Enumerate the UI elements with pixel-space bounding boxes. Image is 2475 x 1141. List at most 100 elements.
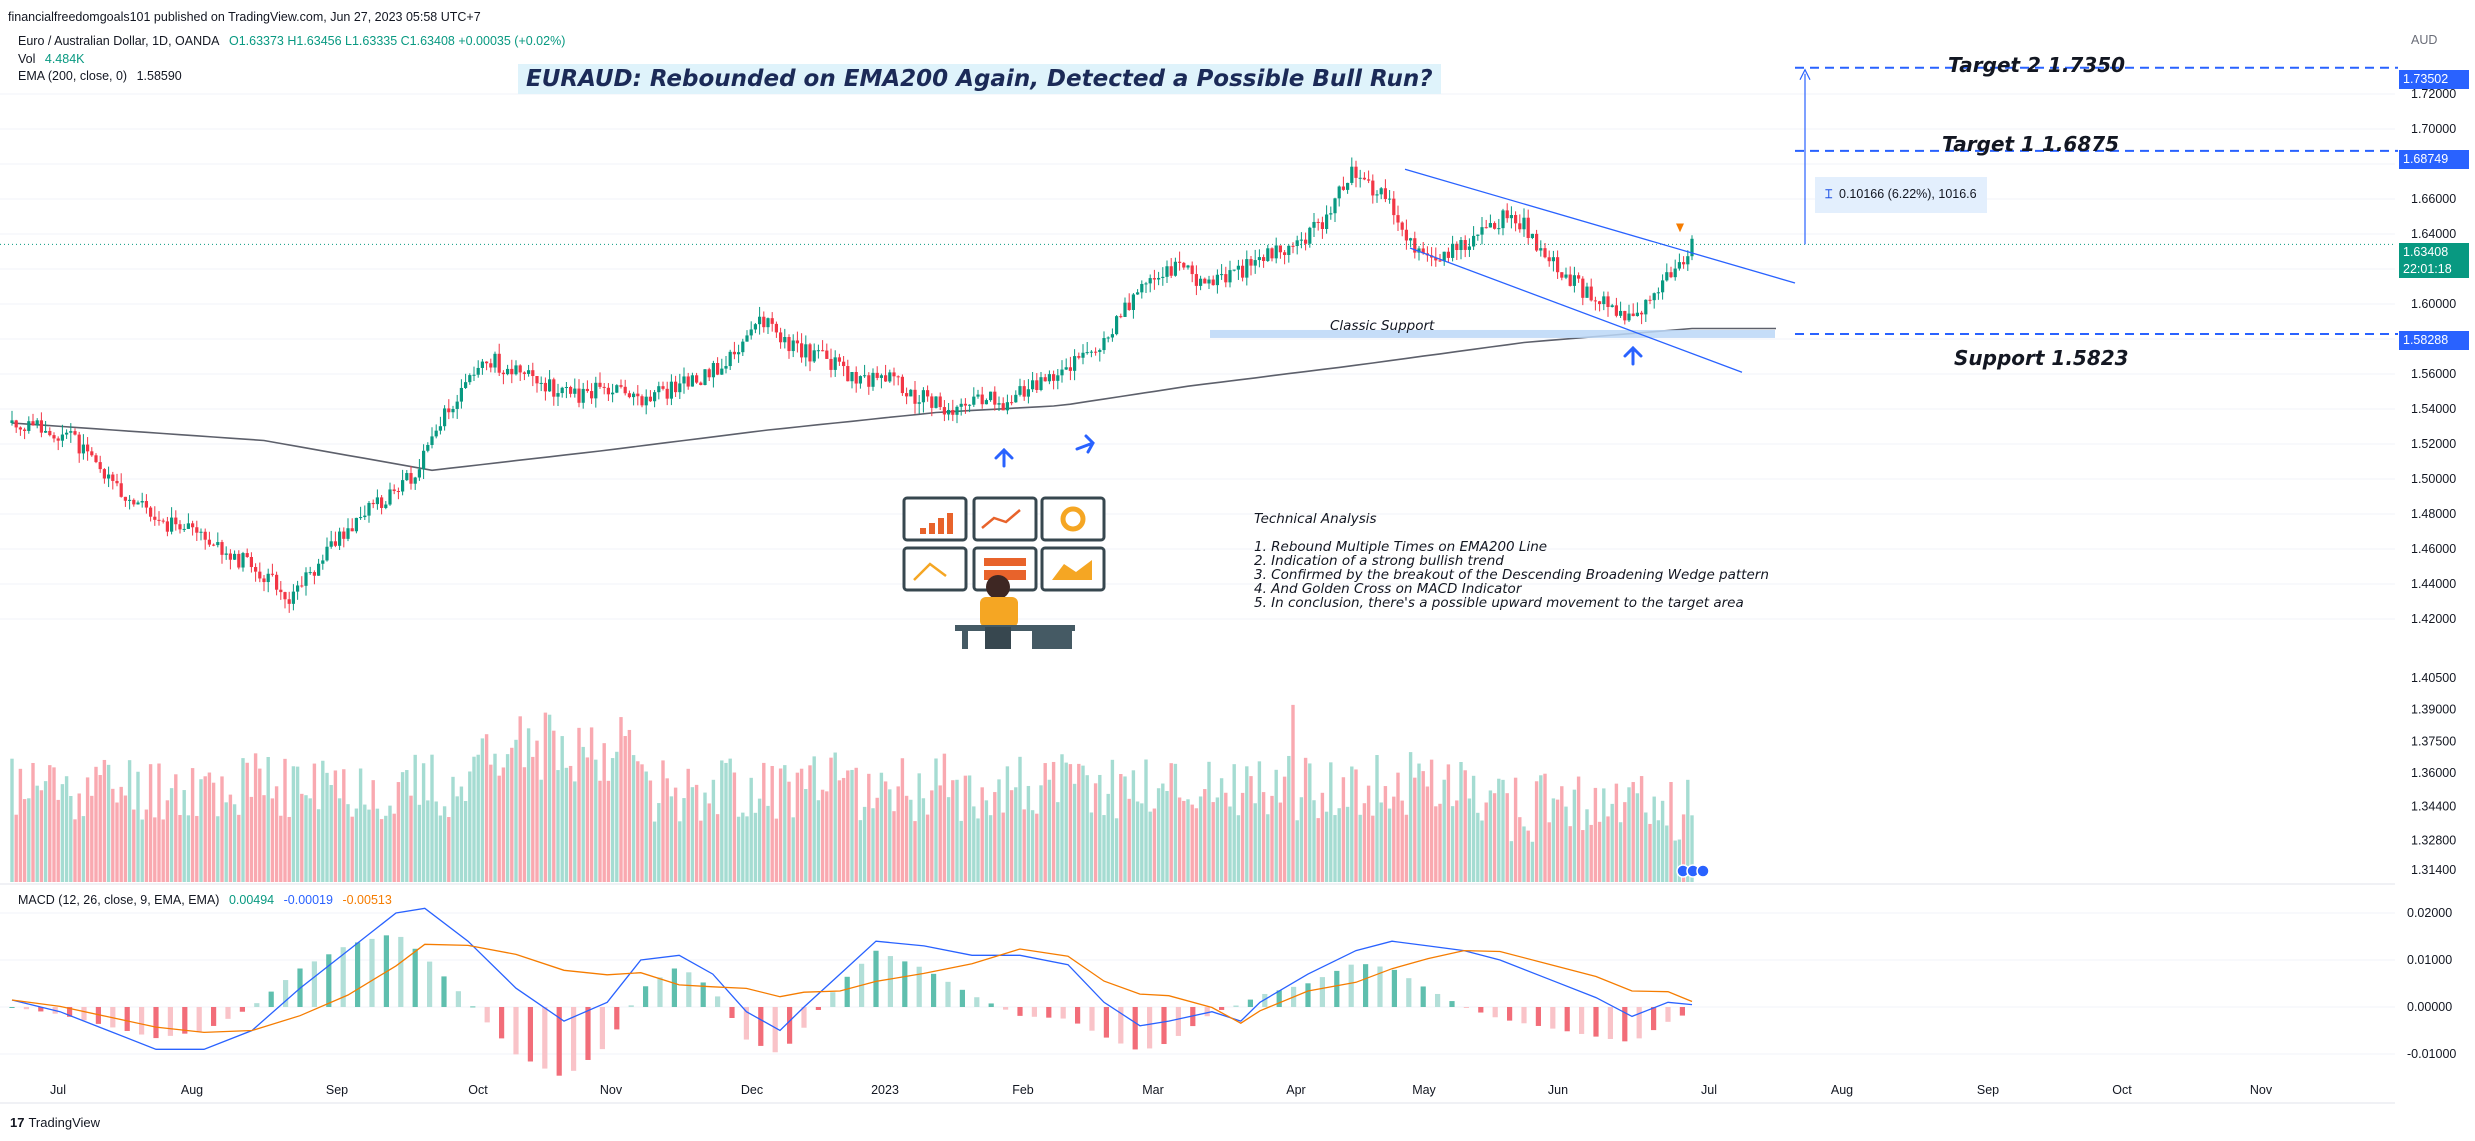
volume-bar <box>631 755 636 882</box>
tradingview-footer[interactable]: 17 TradingView <box>10 1115 100 1130</box>
volume-bar <box>337 798 342 882</box>
macd-histogram-bar <box>455 991 461 1007</box>
volume-bar <box>581 746 585 882</box>
macd-histogram-bar <box>369 938 375 1007</box>
candle-body <box>921 390 925 403</box>
candle-body <box>136 502 140 505</box>
price-axis[interactable]: 1.720001.700001.680001.660001.640001.620… <box>2407 87 2456 1061</box>
time-tick-label: 2023 <box>871 1083 899 1097</box>
volume-bar <box>1190 804 1194 882</box>
classic-support-label[interactable]: Classic Support <box>1330 318 1435 334</box>
volume-bar <box>1539 775 1543 882</box>
candle-body <box>161 520 165 522</box>
time-tick-label: Nov <box>2250 1083 2273 1097</box>
candle-body <box>1560 272 1564 278</box>
candle-body <box>1341 186 1345 190</box>
volume-bar <box>1014 787 1018 882</box>
volume-bar <box>1379 802 1383 882</box>
candle-body <box>233 553 237 560</box>
time-axis[interactable]: Jul Aug Sep Oct Nov Dec 2023 Feb Mar Apr May Jun Jul… <box>50 1083 2273 1097</box>
candle-body <box>476 367 480 375</box>
chart-title[interactable]: EURAUD: Rebounded on EMA200 Again, Detec… <box>518 64 1441 94</box>
volume-bar <box>1686 779 1690 882</box>
candle-body <box>182 528 186 530</box>
candle-body <box>934 396 938 408</box>
volume-bar <box>673 787 678 882</box>
volume-bar <box>1417 763 1421 882</box>
candle-body <box>749 329 753 336</box>
volume-bar <box>892 811 896 882</box>
volume-bar <box>211 782 216 882</box>
volume-bar <box>1413 777 1417 882</box>
candle-body <box>140 501 144 503</box>
macd-histogram-bar <box>1607 1007 1613 1039</box>
candle-body <box>674 381 678 393</box>
volume-bar <box>1597 821 1602 882</box>
technical-analysis-note[interactable]: Technical Analysis 1. Rebound Multiple T… <box>1254 512 1774 610</box>
candle-body <box>1165 266 1169 277</box>
panel-block-icon <box>984 570 1026 580</box>
candle-body <box>1257 257 1261 261</box>
measure-box[interactable]: ⌶ 0.10166 (6.22%), 1016.6 <box>1815 177 1987 213</box>
macd-histogram-bar <box>124 1007 130 1031</box>
volume-bar <box>1051 761 1056 882</box>
candle-body <box>245 553 249 558</box>
volume-bar <box>1564 806 1568 882</box>
volume-bar <box>787 781 791 882</box>
volume-bar <box>1110 759 1115 882</box>
candle-body <box>1484 227 1488 229</box>
macd-histogram-bar <box>1363 964 1369 1007</box>
candle-body <box>220 542 224 555</box>
candle-body <box>783 337 787 343</box>
time-tick-label: Feb <box>1012 1083 1034 1097</box>
candle-body <box>1073 356 1077 371</box>
macd-tick-label: 0.01000 <box>2407 953 2452 967</box>
candle-body <box>1434 257 1438 261</box>
volume-bar <box>1648 823 1652 882</box>
volume-bar <box>736 816 741 882</box>
candle-body <box>564 387 568 389</box>
macd-histogram-bar <box>196 1007 202 1032</box>
volume-bar <box>1207 761 1211 882</box>
volume-bar <box>144 809 149 882</box>
price-tick-label: 1.54000 <box>2411 402 2456 416</box>
macd-legend[interactable]: MACD (12, 26, close, 9, EMA, EMA) 0.0049… <box>18 893 398 907</box>
volume-bar <box>1009 790 1014 882</box>
time-tick-label: May <box>1412 1083 1436 1097</box>
volume-bar <box>1089 812 1094 882</box>
volume-bar <box>241 758 245 882</box>
volume-bar <box>682 798 686 882</box>
volume-bar <box>1165 791 1169 882</box>
support-label[interactable]: Support 1.5823 <box>1954 346 2129 370</box>
volume-bar <box>463 801 468 882</box>
ema-legend[interactable]: EMA (200, close, 0) 1.58590 <box>18 69 188 83</box>
candle-body <box>720 368 724 375</box>
volume-bar <box>1681 814 1686 882</box>
panel-pie-icon <box>1060 506 1086 532</box>
candle-body <box>1493 223 1497 229</box>
macd-histogram-bar <box>1017 1007 1023 1016</box>
macd-histogram-bar <box>513 1007 519 1055</box>
ta-point: 5. In conclusion, there's a possible upw… <box>1254 595 1744 611</box>
volume-bar <box>1156 788 1161 882</box>
candle-body <box>606 387 610 395</box>
symbol-header[interactable]: Euro / Australian Dollar, 1D, OANDA O1.6… <box>18 34 571 48</box>
macd-histogram-bar <box>1204 1007 1210 1017</box>
volume-bar <box>610 758 615 882</box>
candle-body <box>829 358 833 370</box>
volume-legend[interactable]: Vol 4.484K <box>18 52 91 66</box>
candle-body <box>497 353 501 373</box>
candle-body <box>1110 334 1114 338</box>
volume-bar <box>1543 773 1547 882</box>
macd-histogram-bar <box>484 1007 490 1023</box>
target1-label[interactable]: Target 1 1.6875 <box>1942 132 2120 156</box>
panel-area-icon <box>1052 560 1092 580</box>
signal-marker-icon <box>1676 223 1684 233</box>
target2-label[interactable]: Target 2 1.7350 <box>1948 53 2126 77</box>
candle-body <box>1085 352 1089 354</box>
volume-bar <box>1509 841 1514 882</box>
volume-bar <box>119 786 123 882</box>
macd-histogram-bar <box>1636 1007 1642 1039</box>
candle-body <box>90 451 94 456</box>
